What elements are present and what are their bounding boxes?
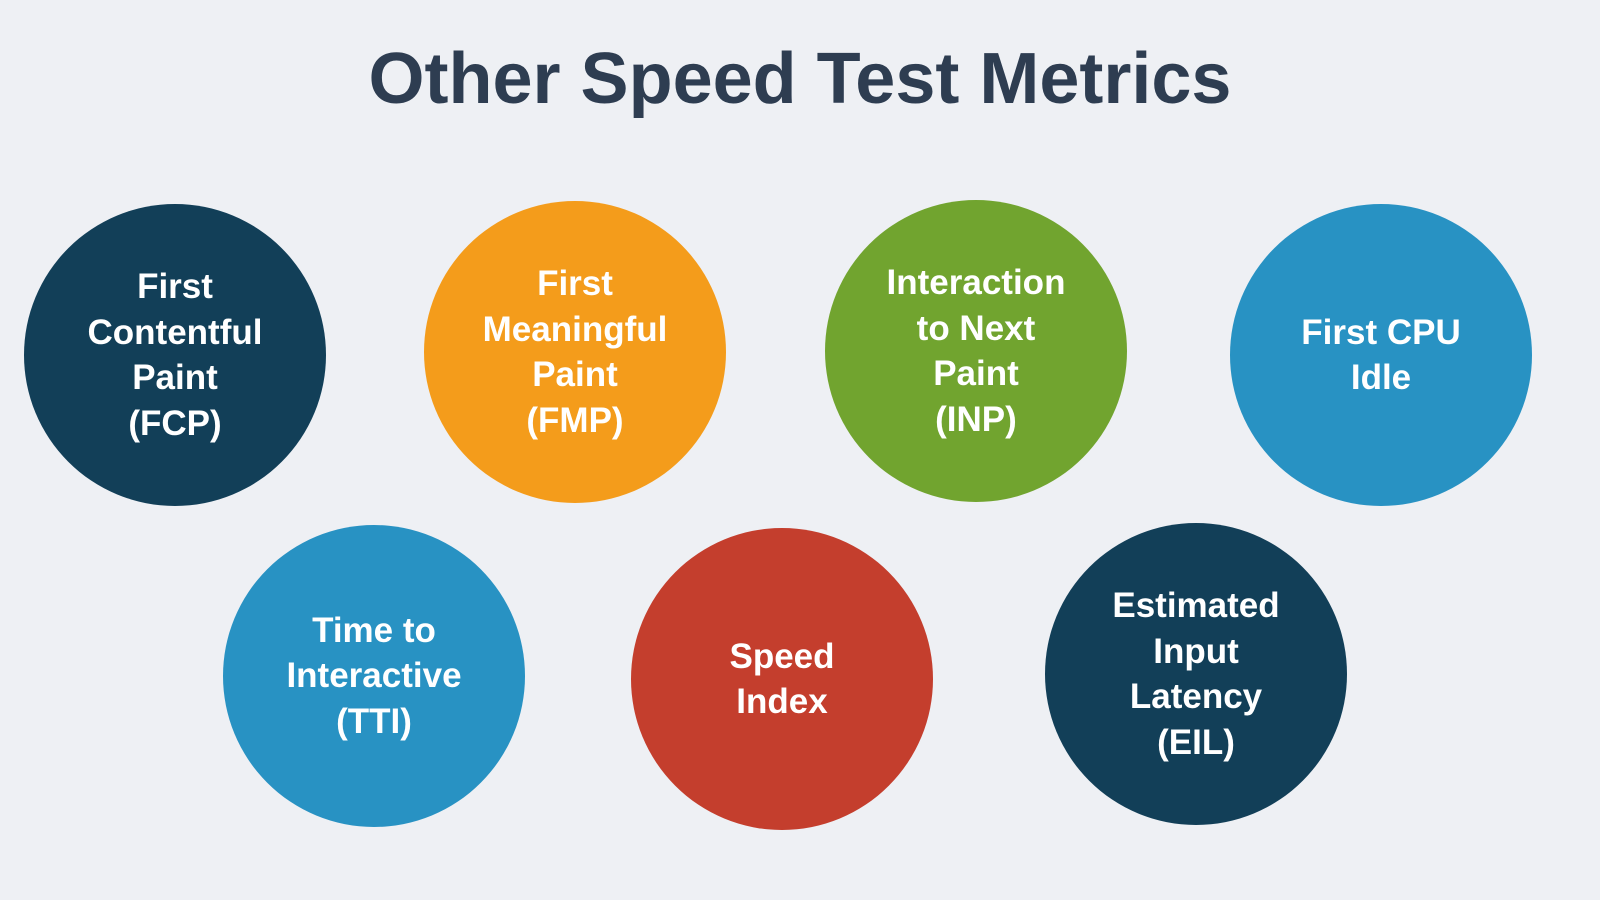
metric-label-eil: Estimated Input Latency (EIL) bbox=[1112, 586, 1280, 762]
metric-circle-tti: Time to Interactive (TTI) bbox=[223, 525, 525, 827]
metric-circle-first-cpu-idle: First CPU Idle bbox=[1230, 204, 1532, 506]
metric-circle-inp: Interaction to Next Paint (INP) bbox=[825, 200, 1127, 502]
metric-label-speed-index: Speed Index bbox=[729, 636, 835, 722]
metric-circle-fcp: First Contentful Paint (FCP) bbox=[24, 204, 326, 506]
page-title: Other Speed Test Metrics bbox=[368, 39, 1232, 119]
metric-label-fcp: First Contentful Paint (FCP) bbox=[87, 267, 263, 443]
metric-label-first-cpu-idle: First CPU Idle bbox=[1301, 312, 1461, 398]
metric-label-fmp: First Meaningful Paint (FMP) bbox=[482, 264, 668, 440]
metric-label-inp: Interaction to Next Paint (INP) bbox=[886, 263, 1066, 439]
metric-label-tti: Time to Interactive (TTI) bbox=[286, 610, 462, 741]
metric-circle-eil: Estimated Input Latency (EIL) bbox=[1045, 523, 1347, 825]
metric-circle-speed-index: Speed Index bbox=[631, 528, 933, 830]
metric-circle-fmp: First Meaningful Paint (FMP) bbox=[424, 201, 726, 503]
